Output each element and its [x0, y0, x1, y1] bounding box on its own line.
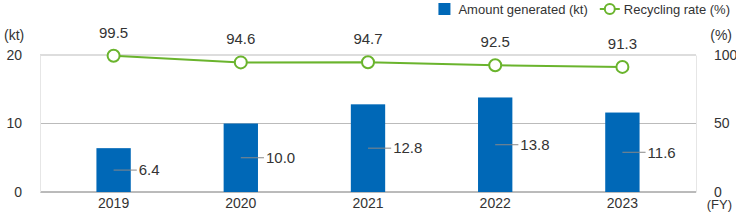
x-tick-label: 2021 — [352, 195, 383, 211]
x-axis-title: (FY) — [707, 197, 732, 212]
y-tick: 10 — [6, 115, 40, 131]
y-tick-label: 10 — [6, 115, 22, 131]
y2-axis-title: (%) — [710, 27, 732, 43]
y-tick-label: 20 — [6, 47, 22, 63]
x-tick-label: 2022 — [480, 195, 511, 211]
x-tick: 2023 — [607, 195, 638, 211]
data-label: 12.8 — [393, 139, 422, 156]
y2-tick-label: 50 — [714, 115, 730, 131]
x-tick-label: 2020 — [225, 195, 256, 211]
legend-label: Amount generated (kt) — [458, 2, 587, 17]
x-tick: 2020 — [225, 195, 256, 211]
data-label-leader — [495, 144, 518, 145]
x-tick-label: 2023 — [607, 195, 638, 211]
data-label: 92.5 — [481, 33, 510, 50]
y2-tick-label: 100 — [714, 47, 736, 63]
plot-area — [96, 50, 639, 192]
x-tick-label: 2019 — [98, 195, 129, 211]
y2-axis-line — [696, 56, 697, 193]
y-tick-label: 0 — [14, 184, 22, 200]
grid — [40, 55, 696, 192]
y-tick: 0 — [14, 184, 40, 200]
data-label-leader — [622, 152, 645, 153]
legend-item: Amount generated (kt) — [438, 2, 587, 17]
x-axis: 2019 2020 2021 2022 2023 — [98, 195, 638, 211]
data-label: 10.0 — [266, 149, 295, 166]
marker — [362, 56, 374, 68]
y2-tick: 100 — [696, 47, 736, 63]
data-label: 99.5 — [99, 24, 128, 41]
x-tick: 2021 — [352, 195, 383, 211]
marker — [489, 59, 501, 71]
marker — [235, 56, 247, 68]
y-axis-title: (kt) — [4, 27, 24, 43]
data-label: 6.4 — [139, 161, 160, 178]
y-axis: 0 10 20 — [6, 47, 40, 200]
y-tick: 20 — [6, 47, 40, 63]
x-tick: 2019 — [98, 195, 129, 211]
legend-item: Recycling rate (%) — [600, 2, 730, 17]
x-tick: 2022 — [480, 195, 511, 211]
marker — [616, 61, 628, 73]
data-label: 91.3 — [608, 35, 637, 52]
legend: Amount generated (kt) Recycling rate (%) — [438, 2, 730, 17]
data-label-leader — [114, 170, 137, 171]
data-label-leader — [368, 148, 391, 149]
legend-label: Recycling rate (%) — [624, 2, 730, 17]
data-label: 94.7 — [353, 30, 382, 47]
marker — [108, 50, 120, 62]
legend-marker — [605, 4, 615, 14]
chart: 0 10 200 50 100 2019 2020 2021 2022 2023 (kt) (%) (F… — [0, 0, 736, 213]
y2-axis: 050100 — [696, 47, 736, 200]
data-label: 11.6 — [648, 144, 676, 161]
y2-tick: 50 — [696, 115, 730, 131]
data-labels: 6.4 10.0 12.8 13.8 11.6 99.5 94.6 94.7 92.5 91.3 — [99, 24, 676, 179]
data-label: 94.6 — [226, 30, 255, 47]
legend-swatch — [438, 3, 450, 15]
data-label: 13.8 — [520, 136, 549, 153]
data-label-leader — [241, 157, 264, 158]
y-axis-line — [40, 56, 41, 193]
